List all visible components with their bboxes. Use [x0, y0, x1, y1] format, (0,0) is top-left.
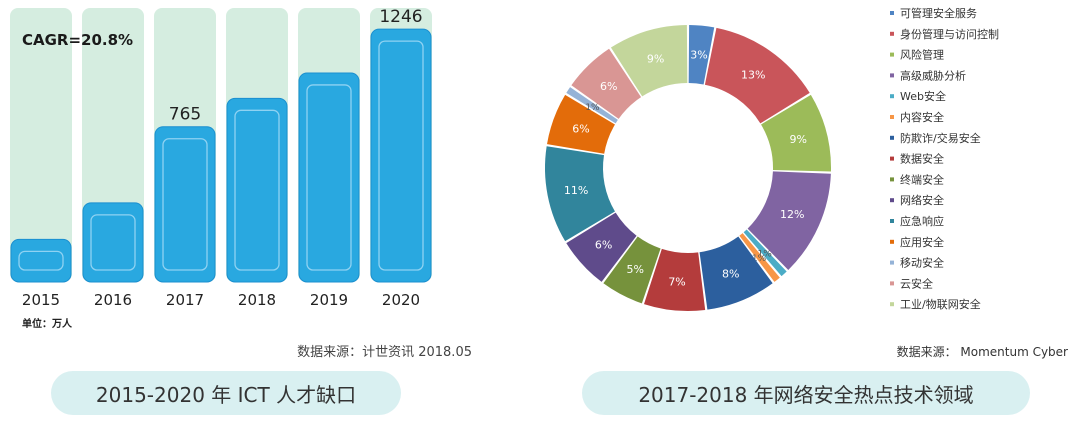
bar-2019 — [298, 72, 360, 283]
donut-slice-5 — [743, 229, 787, 277]
legend-swatch-6 — [890, 115, 894, 119]
bar-inner-outline-2020 — [378, 40, 424, 271]
donut-slice-3 — [761, 94, 831, 172]
donut-slice-label-7: 8% — [722, 268, 739, 281]
legend-swatch-11 — [890, 219, 894, 223]
donut-slice-14 — [571, 48, 642, 119]
donut-slice-8 — [644, 248, 706, 311]
bar-source: 数据来源：计世资讯 2018.05 — [297, 345, 472, 360]
unit-label: 单位：万人 — [22, 317, 73, 330]
donut-slice-12 — [547, 94, 615, 154]
x-tick-label-2016: 2016 — [94, 291, 132, 309]
bar-inner-outline-2016 — [90, 214, 136, 271]
bar-2018 — [226, 97, 288, 283]
donut-slice-15 — [610, 25, 688, 97]
legend-swatch-4 — [890, 73, 894, 78]
bar-2016 — [82, 202, 144, 283]
donut-slice-label-1: 3% — [690, 49, 707, 62]
legend-entry-2: 身份管理与访问控制 — [900, 27, 999, 41]
bar-caption-box — [51, 371, 401, 415]
bar-track-2015 — [10, 8, 72, 282]
donut-slice-label-11: 11% — [564, 184, 588, 197]
legend-entry-9: 终端安全 — [900, 172, 944, 186]
legend-entry-8: 数据安全 — [900, 152, 944, 166]
legend-entry-1: 可管理安全服务 — [900, 6, 977, 20]
legend-entry-5: Web安全 — [900, 89, 946, 103]
donut-slice-2 — [704, 27, 810, 124]
legend-swatch-9 — [890, 177, 894, 182]
legend-swatch-5 — [890, 94, 894, 99]
legend-swatch-13 — [890, 260, 894, 265]
bar-value-label-2017: 765 — [169, 105, 201, 125]
bar-2017 — [154, 126, 216, 283]
donut-slice-label-4: 12% — [780, 208, 804, 221]
legend-swatch-7 — [890, 135, 894, 140]
legend-entry-7: 防欺诈/交易安全 — [900, 131, 981, 145]
bar-inner-outline-2019 — [306, 84, 352, 271]
donut-slice-4 — [747, 171, 831, 270]
donut-slice-label-10: 6% — [595, 239, 612, 252]
legend-entry-6: 内容安全 — [900, 110, 944, 124]
donut-slice-10 — [566, 212, 637, 282]
bar-2020 — [370, 28, 432, 283]
legend-entry-4: 高级威胁分析 — [900, 68, 966, 82]
donut-slice-13 — [566, 87, 618, 124]
bar-inner-outline-2017 — [162, 138, 208, 271]
donut-slice-7 — [699, 236, 773, 310]
bar-inner-outline-2018 — [234, 109, 280, 271]
donut-slice-label-5: 1% — [758, 249, 773, 259]
bar-inner-outline-2015 — [18, 250, 64, 271]
x-tick-label-2019: 2019 — [310, 291, 348, 309]
donut-slice-9 — [603, 236, 661, 304]
legend-swatch-15 — [890, 302, 894, 307]
bar-2015 — [10, 238, 72, 283]
legend-swatch-12 — [890, 239, 894, 244]
x-tick-label-2017: 2017 — [166, 291, 204, 309]
legend-swatch-14 — [890, 281, 894, 286]
legend-swatch-10 — [890, 198, 894, 203]
legend-entry-15: 工业/物联网安全 — [900, 297, 981, 311]
x-tick-label-2018: 2018 — [238, 291, 276, 309]
donut-source: 数据来源： Momentum Cyber — [897, 344, 1068, 359]
cagr-annotation: CAGR=20.8% — [22, 31, 133, 49]
donut-chart: 3%13%9%12%1%1%8%7%5%6%11%6%1%6%9% — [545, 25, 831, 311]
bar-value-label-2020: 1246 — [379, 7, 422, 27]
donut-slice-11 — [545, 146, 615, 242]
x-tick-label-2015: 2015 — [22, 291, 60, 309]
legend-entry-14: 云安全 — [900, 276, 933, 290]
legend-swatch-1 — [890, 11, 894, 15]
x-tick-label-2020: 2020 — [382, 291, 420, 309]
legend-entry-3: 风险管理 — [900, 48, 944, 62]
legend-entry-12: 应用安全 — [900, 235, 944, 249]
legend-swatch-3 — [890, 52, 894, 57]
bar-chart: 2015 2016 2017 765 2018 2019 2020 1246 — [10, 7, 432, 309]
donut-slice-label-6: 1% — [752, 254, 767, 264]
donut-slice-label-9: 5% — [627, 263, 644, 276]
donut-slice-label-8: 7% — [668, 275, 685, 288]
donut-slice-6 — [739, 233, 780, 282]
donut-slice-label-3: 9% — [790, 133, 807, 146]
legend-entry-11: 应急响应 — [900, 214, 944, 228]
donut-chart-title: 2017-2018 年网络安全热点技术领域 — [638, 383, 973, 407]
donut-caption-box — [582, 371, 1030, 415]
legend-swatch-2 — [890, 31, 894, 36]
donut-slice-label-14: 6% — [600, 80, 617, 93]
donut-slice-1 — [688, 25, 715, 85]
donut-slice-label-2: 13% — [741, 69, 765, 82]
donut-slice-label-13: 1% — [585, 103, 600, 113]
legend-entry-13: 移动安全 — [900, 256, 944, 270]
donut-slice-label-12: 6% — [572, 123, 589, 136]
legend-swatch-8 — [890, 156, 894, 161]
legend-entry-10: 网络安全 — [900, 193, 944, 207]
bar-chart-title: 2015-2020 年 ICT 人才缺口 — [96, 383, 356, 407]
donut-slice-label-15: 9% — [647, 53, 664, 66]
